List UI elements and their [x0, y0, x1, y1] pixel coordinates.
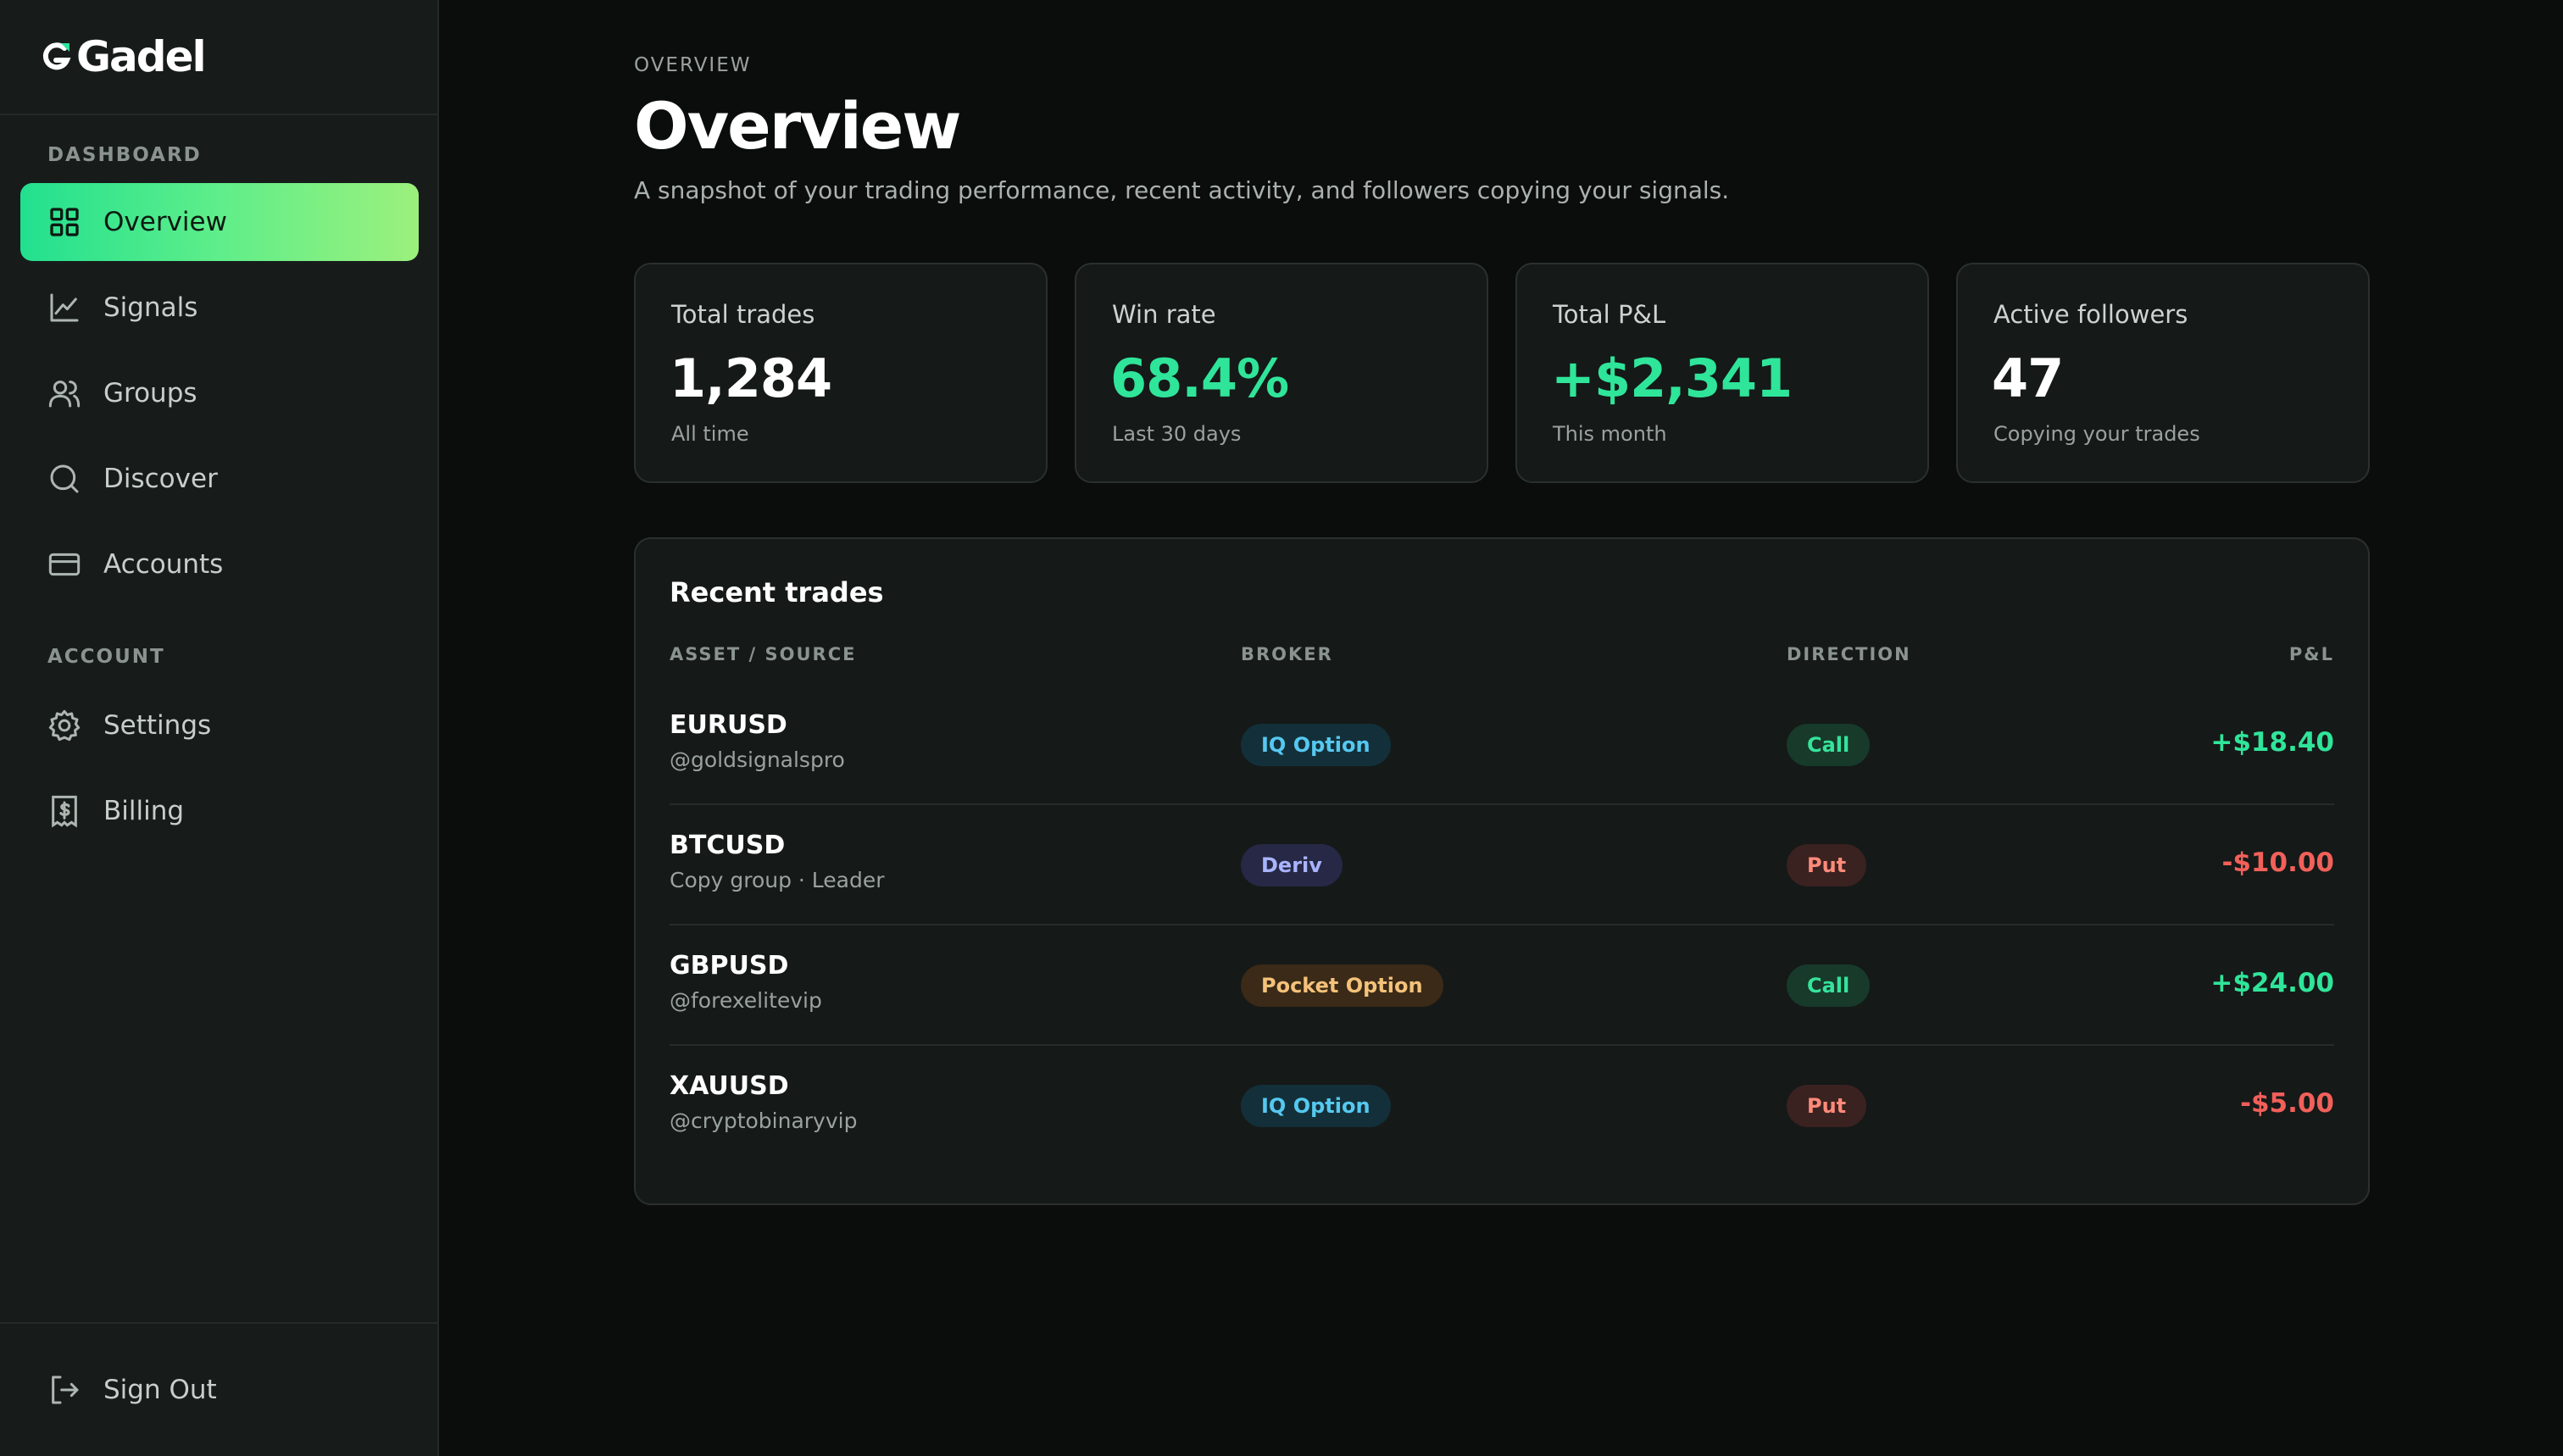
column-header-pnl: P&L	[2288, 644, 2334, 664]
broker-badge: IQ Option	[1241, 1085, 1391, 1127]
column-header-broker: BROKER	[1241, 644, 1333, 664]
stat-subtext: All time	[671, 422, 749, 446]
stat-value: 47	[1992, 347, 2064, 409]
recent-trades-card: Recent trades ASSET / SOURCE BROKER DIRE…	[634, 537, 2370, 1205]
table-row[interactable]: EURUSD @goldsignalspro IQ Option Call +$…	[670, 685, 2334, 805]
broker-badge: Deriv	[1241, 844, 1343, 886]
sign-out-button[interactable]: Sign Out	[20, 1351, 419, 1429]
section-label-account: ACCOUNT	[47, 646, 165, 668]
sidebar-item-settings[interactable]: Settings	[20, 686, 419, 764]
stat-card-win-rate: Win rate 68.4% Last 30 days	[1075, 263, 1488, 483]
column-header-asset: ASSET / SOURCE	[670, 644, 857, 664]
asset-symbol: XAUUSD	[670, 1071, 789, 1101]
sidebar-item-discover[interactable]: Discover	[20, 440, 419, 518]
users-icon	[48, 381, 81, 408]
trade-source: @goldsignalspro	[670, 747, 845, 772]
sidebar-item-label: Billing	[103, 796, 185, 826]
sidebar-item-label: Overview	[103, 207, 227, 237]
sidebar-footer: Sign Out	[0, 1322, 437, 1456]
table-row[interactable]: XAUUSD @cryptobinaryvip IQ Option Put -$…	[670, 1046, 2334, 1166]
stat-label: Total trades	[671, 300, 815, 329]
stat-value: +$2,341	[1551, 347, 1793, 409]
direction-badge: Call	[1787, 964, 1871, 1007]
stat-card-total-pnl: Total P&L +$2,341 This month	[1515, 263, 1929, 483]
sidebar-item-accounts[interactable]: Accounts	[20, 525, 419, 603]
line-chart-icon	[50, 293, 79, 322]
trade-source: @cryptobinaryvip	[670, 1109, 858, 1133]
breadcrumb: OVERVIEW	[634, 54, 752, 76]
sidebar-item-label: Accounts	[103, 549, 224, 580]
broker-badge: Pocket Option	[1241, 964, 1443, 1007]
gadel-logo-icon	[42, 42, 71, 70]
pnl-value: +$24.00	[2210, 968, 2334, 998]
search-icon	[50, 464, 79, 493]
broker-badge: IQ Option	[1241, 724, 1391, 766]
credit-card-icon	[48, 553, 81, 576]
sidebar-item-label: Settings	[103, 710, 212, 741]
sign-out-label: Sign Out	[103, 1375, 217, 1405]
sidebar-item-overview[interactable]: Overview	[20, 183, 419, 261]
stat-value: 68.4%	[1110, 347, 1289, 409]
sign-out-icon	[52, 1375, 79, 1404]
pnl-value: -$10.00	[2221, 847, 2335, 878]
asset-symbol: BTCUSD	[670, 831, 786, 860]
gear-icon	[48, 709, 81, 742]
pnl-value: -$5.00	[2240, 1088, 2334, 1119]
grid-icon	[50, 208, 79, 236]
stat-card-active-followers: Active followers 47 Copying your trades	[1956, 263, 2370, 483]
pnl-value: +$18.40	[2210, 727, 2334, 758]
asset-symbol: EURUSD	[670, 710, 787, 740]
stat-card-total-trades: Total trades 1,284 All time	[634, 263, 1048, 483]
sidebar-item-label: Discover	[103, 464, 218, 494]
table-row[interactable]: GBPUSD @forexelitevip Pocket Option Call…	[670, 925, 2334, 1046]
asset-symbol: GBPUSD	[670, 951, 789, 981]
sidebar: Gadel DASHBOARD Overview Signals Groups …	[0, 0, 439, 1456]
column-header-direction: DIRECTION	[1787, 644, 1911, 664]
direction-badge: Put	[1787, 844, 1867, 886]
trade-source: Copy group · Leader	[670, 868, 885, 892]
direction-badge: Put	[1787, 1085, 1867, 1127]
brand-logo[interactable]: Gadel	[39, 32, 207, 81]
sidebar-item-groups[interactable]: Groups	[20, 354, 419, 432]
stat-label: Total P&L	[1553, 300, 1666, 329]
recent-trades-title: Recent trades	[670, 576, 884, 609]
table-row[interactable]: BTCUSD Copy group · Leader Deriv Put -$1…	[670, 805, 2334, 925]
stat-label: Win rate	[1112, 300, 1216, 329]
stat-value: 1,284	[670, 347, 832, 409]
section-label-dashboard: DASHBOARD	[47, 144, 202, 166]
receipt-dollar-icon	[52, 795, 77, 828]
page-title: Overview	[634, 88, 962, 164]
trade-source: @forexelitevip	[670, 988, 822, 1013]
stat-label: Active followers	[1993, 300, 2188, 329]
stat-subtext: Last 30 days	[1112, 422, 1242, 446]
brand-name: Gadel	[76, 32, 207, 81]
page-subtitle: A snapshot of your trading performance, …	[634, 176, 1730, 204]
logo-row: Gadel	[0, 0, 437, 115]
sidebar-item-label: Groups	[103, 378, 197, 408]
sidebar-item-signals[interactable]: Signals	[20, 269, 419, 347]
stat-subtext: Copying your trades	[1993, 422, 2200, 446]
direction-badge: Call	[1787, 724, 1871, 766]
sidebar-item-billing[interactable]: Billing	[20, 772, 419, 850]
sidebar-item-label: Signals	[103, 292, 198, 323]
stat-subtext: This month	[1553, 422, 1667, 446]
